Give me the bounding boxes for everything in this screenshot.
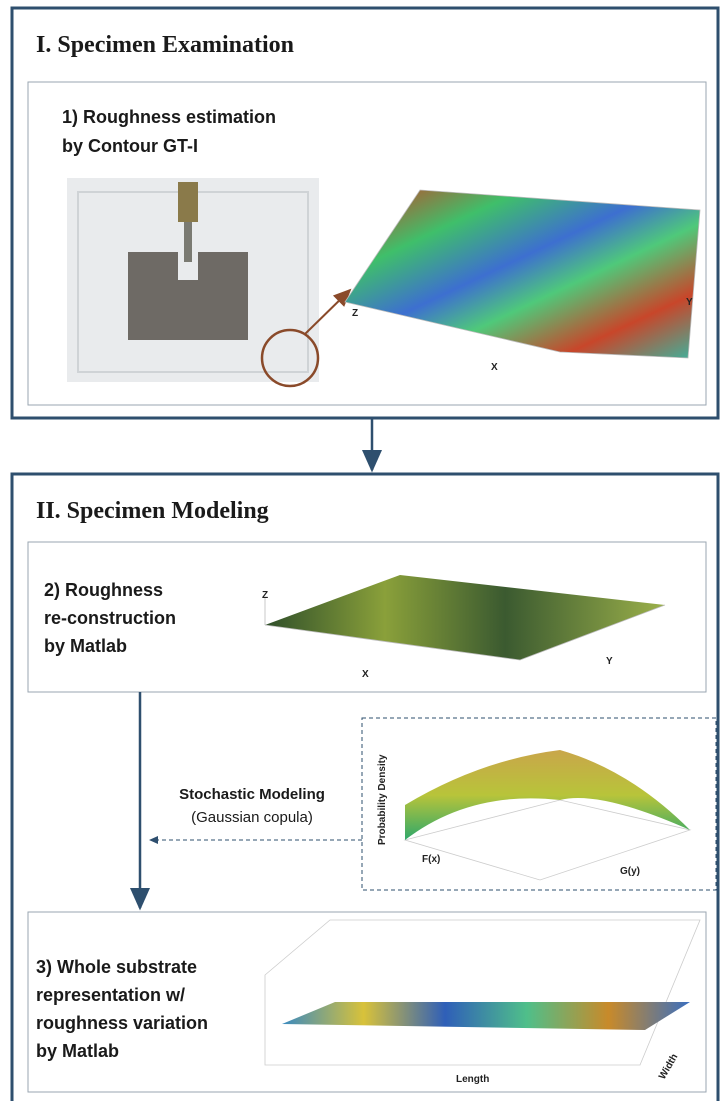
step-label: re-construction [44,608,176,628]
roughness-surface [345,190,700,358]
axis-label: Width [657,1052,680,1081]
step-label: by Matlab [44,636,127,656]
step-label: by Contour GT-I [62,136,198,156]
step-label: representation w/ [36,985,185,1005]
reconstructed-surface [265,575,665,660]
axis-label: G(y) [620,866,640,877]
step-label: 1) Roughness estimation [62,107,276,127]
axis-label: Length [456,1074,489,1085]
note: (Gaussian copula) [191,809,313,826]
axis-label: Y [686,297,693,308]
axis-label: Probability Density [377,754,388,845]
axis-label: Z [352,308,358,319]
axis-label: Y [606,656,613,667]
step-label: by Matlab [36,1041,119,1061]
step-label: 2) Roughness [44,580,163,600]
axis-label: F(x) [422,854,440,865]
section-title: II. Specimen Modeling [36,498,269,524]
step-label: roughness variation [36,1013,208,1033]
substrate-plane [265,920,700,1065]
step-label: 3) Whole substrate [36,957,197,977]
axis-label: X [362,669,369,680]
specimen-photo [67,178,350,386]
axis-label: X [491,362,498,373]
copula-plot [405,750,690,880]
axis-label: Z [262,590,268,601]
diagram: I. Specimen Examination 1) Roughness est… [0,0,720,1101]
section-title: I. Specimen Examination [36,32,294,58]
note: Stochastic Modeling [179,786,325,803]
